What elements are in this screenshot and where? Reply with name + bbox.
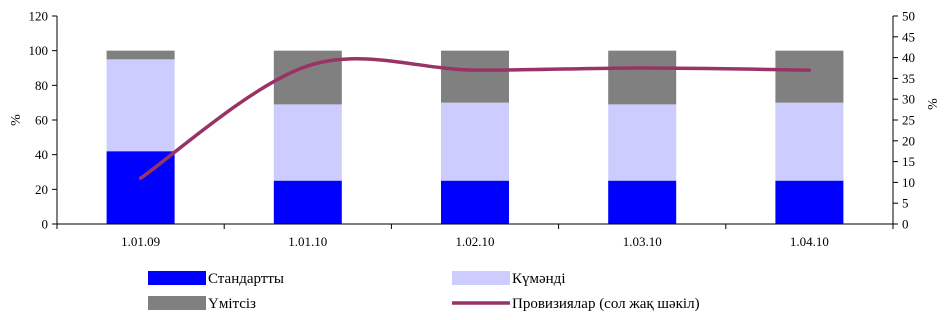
y2-tick-label: 20 xyxy=(902,133,915,148)
legend-swatch-2 xyxy=(452,271,510,285)
y2-axis-title: % xyxy=(926,98,941,110)
line-layer xyxy=(138,57,812,180)
y2-tick-label: 45 xyxy=(902,29,915,44)
x-tick-label: 1.03.10 xyxy=(623,234,662,249)
y-tick-label: 80 xyxy=(35,78,48,93)
y2-tick-label: 50 xyxy=(902,9,915,24)
axes-layer: 0 20 40 60 80 100 120 0 5 10 15 20 25 30 35 40 45 50 1.01.… xyxy=(9,9,941,250)
bar-2-1.02.10 xyxy=(441,102,509,181)
bar-3-1.02.10 xyxy=(441,50,509,103)
y-tick-label: 40 xyxy=(35,147,48,162)
y-tick-label: 20 xyxy=(35,182,48,197)
legend-label-4: Провизиялар (сол жақ шәкіл) xyxy=(512,296,700,312)
x-tick-label: 1.02.10 xyxy=(456,234,495,249)
y2-tick-label: 5 xyxy=(902,196,909,211)
bar-3-1.03.10 xyxy=(608,50,677,105)
bars-layer xyxy=(106,50,844,224)
y-tick-label: 100 xyxy=(29,43,49,58)
y2-tick-label: 25 xyxy=(902,113,915,128)
bar-1-1.01.10 xyxy=(273,180,342,224)
y2-tick-label: 10 xyxy=(902,175,915,190)
legend-swatch-1 xyxy=(148,271,206,285)
x-tick-label: 1.04.10 xyxy=(790,234,829,249)
x-tick-label: 1.01.10 xyxy=(288,234,327,249)
bar-1-1.02.10 xyxy=(441,180,509,224)
y2-tick-label: 40 xyxy=(902,50,915,65)
provisions-line xyxy=(138,57,812,180)
y2-tick-label: 30 xyxy=(902,92,915,107)
y-tick-label: 120 xyxy=(29,9,49,24)
legend-label-2: Күмәнді xyxy=(512,271,565,287)
legend-label-3: Үмітсіз xyxy=(208,296,256,312)
bar-2-1.01.10 xyxy=(273,104,342,181)
bar-3-1.01.09 xyxy=(106,50,175,60)
bar-2-1.04.10 xyxy=(775,102,844,181)
legend-label-1: Стандартты xyxy=(208,271,284,287)
y2-tick-label: 35 xyxy=(902,71,915,86)
x-tick-label: 1.01.09 xyxy=(121,234,160,249)
bar-1-1.04.10 xyxy=(775,180,844,224)
y2-tick-label: 0 xyxy=(902,217,909,232)
y-axis-title: % xyxy=(9,114,24,126)
legend: Стандартты Күмәнді Үмітсіз Провизиялар (сол… xyxy=(148,271,700,312)
y-tick-label: 0 xyxy=(42,217,49,232)
y2-tick-label: 15 xyxy=(902,154,915,169)
bar-2-1.01.09 xyxy=(106,59,175,152)
bar-1-1.03.10 xyxy=(608,180,677,224)
legend-swatch-3 xyxy=(148,296,206,310)
bar-2-1.03.10 xyxy=(608,104,677,181)
bar-3-1.04.10 xyxy=(775,50,844,103)
y-tick-label: 60 xyxy=(35,113,48,128)
